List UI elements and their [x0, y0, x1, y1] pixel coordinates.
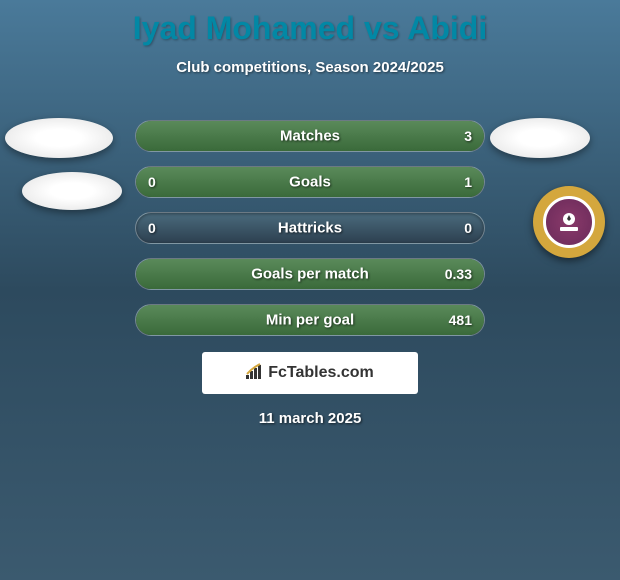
stat-label: Goals [289, 174, 331, 191]
team-badge-left-2 [22, 172, 122, 210]
date-label: 11 march 2025 [259, 410, 362, 427]
comparison-container: Iyad Mohamed vs Abidi Club competitions,… [0, 0, 620, 580]
club-crest-icon [543, 196, 595, 248]
stat-label: Hattricks [278, 220, 342, 237]
stat-bar-goals-per-match: Goals per match 0.33 [135, 258, 485, 290]
stats-area: Matches 3 0 Goals 1 0 Hattricks 0 Goals … [135, 120, 485, 350]
team-badge-right-1 [490, 118, 590, 158]
stat-value-left: 0 [148, 220, 156, 236]
chart-icon [246, 363, 264, 384]
source-logo: FcTables.com [202, 352, 418, 394]
team-badge-left-1 [5, 118, 113, 158]
page-subtitle: Club competitions, Season 2024/2025 [0, 59, 620, 76]
stat-bar-hattricks: 0 Hattricks 0 [135, 212, 485, 244]
stat-value-left: 0 [148, 174, 156, 190]
stat-value-right: 481 [449, 312, 472, 328]
stat-bar-min-per-goal: Min per goal 481 [135, 304, 485, 336]
stat-value-right: 1 [464, 174, 472, 190]
page-title: Iyad Mohamed vs Abidi [0, 0, 620, 47]
stat-value-right: 3 [464, 128, 472, 144]
stat-value-right: 0.33 [445, 266, 472, 282]
stat-bar-matches: Matches 3 [135, 120, 485, 152]
stat-bar-goals: 0 Goals 1 [135, 166, 485, 198]
stat-value-right: 0 [464, 220, 472, 236]
team-badge-right-2 [533, 186, 605, 258]
stat-label: Min per goal [266, 312, 354, 329]
stat-label: Goals per match [251, 266, 369, 283]
source-logo-text: FcTables.com [268, 364, 374, 382]
stat-label: Matches [280, 128, 340, 145]
